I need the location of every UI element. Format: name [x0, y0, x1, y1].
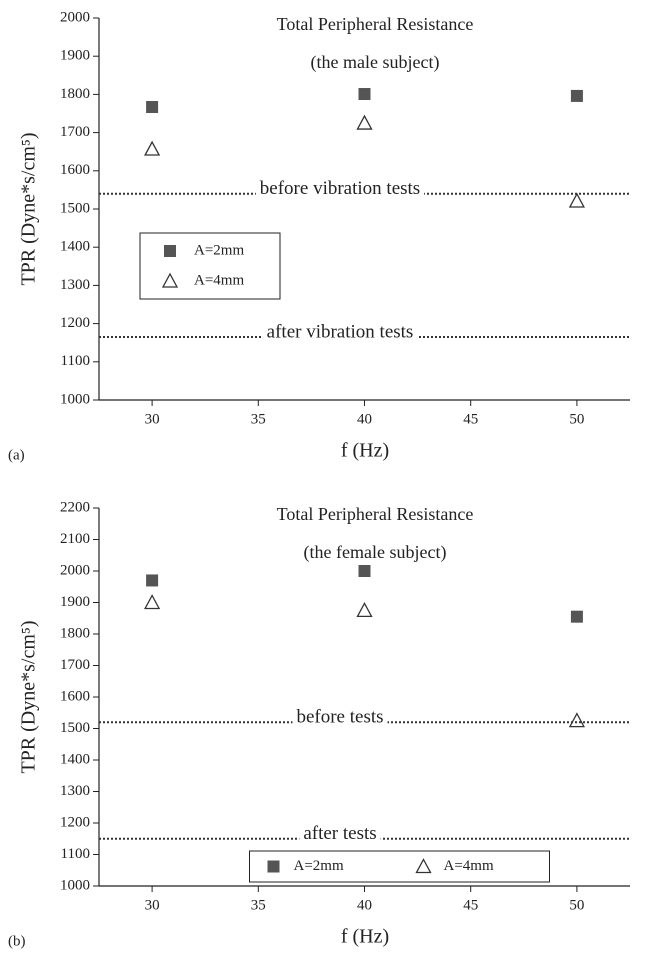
reference-label: after vibration tests — [267, 321, 414, 342]
y-tick-label: 1900 — [60, 48, 90, 64]
y-tick-label: 1600 — [60, 162, 90, 178]
y-tick-label: 1100 — [61, 353, 90, 369]
y-tick-label: 1700 — [60, 657, 90, 673]
chart-panel: 1000 1100 1200 1300 1400 1500 1600 1700 1800 1900… — [8, 499, 630, 949]
triangle-marker — [356, 602, 373, 618]
y-tick-label: 2000 — [60, 9, 90, 25]
panel-label: (b) — [8, 933, 26, 949]
x-tick-label: 35 — [251, 897, 266, 913]
y-axis-label: TPR (Dyne*s/cm⁵) — [18, 132, 40, 285]
y-tick-label: 1900 — [60, 594, 90, 610]
legend-label: A=4mm — [444, 858, 494, 874]
y-tick-label: 1000 — [60, 391, 90, 407]
legend-marker — [415, 858, 432, 874]
triangle-marker — [568, 192, 585, 208]
legend-label: A=4mm — [194, 272, 244, 288]
y-tick-label: 2100 — [60, 531, 90, 547]
y-tick-label: 1300 — [60, 783, 90, 799]
chart-title: Total Peripheral Resistance — [277, 14, 474, 34]
reference-label: before tests — [296, 707, 383, 728]
triangle-marker — [144, 594, 161, 610]
x-tick-label: 40 — [357, 897, 372, 913]
label-background — [262, 321, 418, 343]
reference-label: before vibration tests — [260, 178, 420, 199]
label-background — [292, 706, 388, 728]
x-tick-label: 50 — [569, 897, 584, 913]
x-tick-label: 30 — [145, 411, 160, 427]
square-marker — [570, 610, 583, 623]
y-tick-label: 1500 — [60, 720, 90, 736]
y-axis-label: TPR (Dyne*s/cm⁵) — [18, 620, 40, 773]
legend-label: A=2mm — [194, 242, 244, 258]
y-tick-label: 1100 — [61, 846, 90, 862]
square-marker — [146, 101, 159, 114]
chart-subtitle: (the male subject) — [311, 52, 440, 73]
square-marker — [146, 574, 159, 587]
legend: A=2mm A=4mm — [249, 850, 550, 883]
square-marker — [358, 88, 371, 101]
label-background — [299, 823, 381, 845]
y-tick-label: 1200 — [60, 315, 90, 331]
y-tick-label: 1400 — [60, 751, 90, 767]
x-tick-label: 30 — [145, 897, 160, 913]
y-tick-label: 1400 — [60, 239, 90, 255]
x-axis-label: f (Hz) — [341, 440, 389, 462]
x-axis-label: f (Hz) — [341, 926, 389, 948]
chart-title: Total Peripheral Resistance — [277, 504, 474, 524]
y-tick-label: 1700 — [60, 124, 90, 140]
x-tick-label: 40 — [357, 411, 372, 427]
legend-marker — [267, 860, 280, 873]
triangle-marker — [356, 114, 373, 130]
square-marker — [358, 565, 371, 577]
triangle-marker — [144, 140, 161, 156]
chart-panel: 1000 1100 1200 1300 1400 1500 1600 1700 1800 1900… — [8, 9, 630, 463]
x-tick-label: 45 — [463, 411, 478, 427]
y-tick-label: 1000 — [60, 877, 90, 893]
y-tick-label: 1500 — [60, 200, 90, 216]
legend: A=2mm A=4mm — [139, 232, 281, 300]
reference-label: after tests — [303, 823, 376, 844]
x-tick-label: 45 — [463, 897, 478, 913]
legend-label: A=2mm — [294, 858, 344, 874]
legend-box — [139, 232, 281, 300]
y-tick-label: 1300 — [60, 277, 90, 293]
square-marker — [570, 89, 583, 102]
panel-label: (a) — [8, 447, 25, 463]
y-tick-label: 1600 — [60, 688, 90, 704]
legend-marker — [161, 272, 179, 288]
chart-subtitle: (the female subject) — [304, 542, 447, 563]
y-tick-label: 1800 — [60, 86, 90, 102]
y-tick-label: 2000 — [60, 562, 90, 578]
legend-marker — [164, 245, 176, 257]
x-tick-label: 35 — [251, 411, 266, 427]
y-tick-label: 2200 — [60, 499, 90, 515]
y-tick-label: 1800 — [60, 625, 90, 641]
x-tick-label: 50 — [569, 411, 584, 427]
legend-box — [249, 850, 550, 883]
y-tick-label: 1200 — [60, 814, 90, 830]
triangle-marker — [568, 712, 585, 728]
label-background — [255, 178, 425, 200]
